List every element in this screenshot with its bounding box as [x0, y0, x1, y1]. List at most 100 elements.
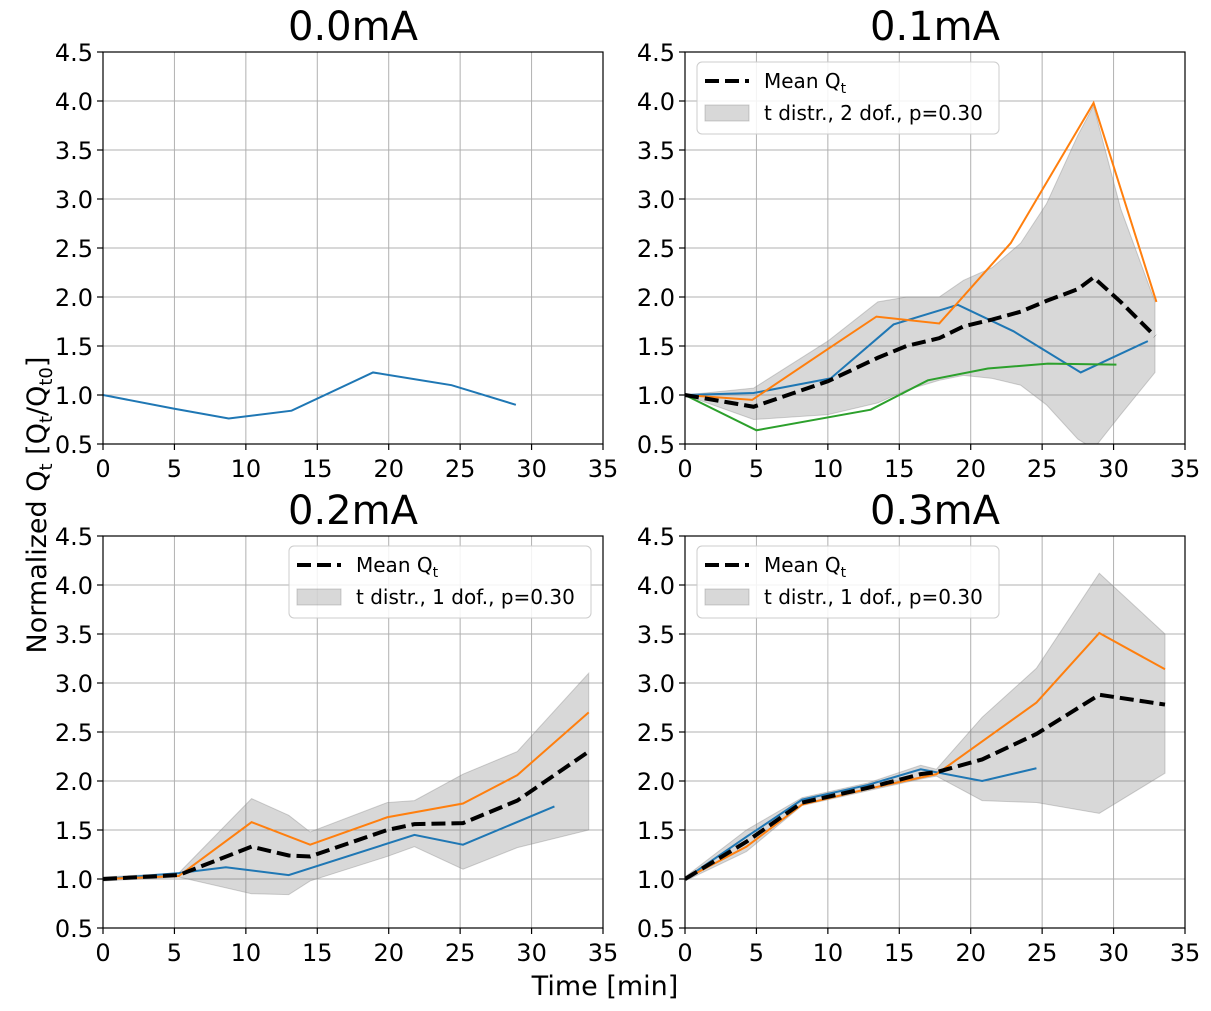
y-tick-label: 4.5 — [637, 523, 675, 551]
series-line-1 — [685, 100, 1158, 401]
legend-mean-label: Mean Qt — [764, 553, 847, 581]
legend: Mean Qt t distr., 2 dof., p=0.30 — [696, 61, 1000, 135]
y-tick-label: 2.5 — [637, 719, 675, 747]
series-line-2 — [685, 362, 1117, 432]
y-tick-label: 2.0 — [55, 284, 93, 312]
x-tick-label: 10 — [231, 939, 262, 967]
legend-mean-label: Mean Qt — [764, 69, 847, 97]
plot-area — [103, 671, 590, 896]
panel-2: 0 5 10 15 20 25 30 35 0.5 1.0 1.5 2.0 2.5 3.0 3.5 4.0 4.… — [55, 488, 618, 967]
x-tick-label: 5 — [167, 455, 182, 483]
x-axis-label: Time [min] — [531, 971, 679, 1002]
x-tick-label: 20 — [955, 455, 986, 483]
legend-box — [696, 545, 1000, 619]
x-tick-label: 30 — [516, 939, 547, 967]
panel-title: 0.3mA — [870, 488, 1001, 534]
y-tick-label: 2.5 — [55, 235, 93, 263]
x-tick-label: 5 — [749, 939, 764, 967]
x-tick-label: 15 — [884, 455, 915, 483]
y-tick-label: 1.0 — [55, 866, 93, 894]
x-tick-label: 0 — [95, 455, 110, 483]
x-tick-label: 30 — [516, 455, 547, 483]
legend-band-label: t distr., 2 dof., p=0.30 — [764, 101, 983, 125]
y-tick-label: 1.0 — [637, 866, 675, 894]
y-tick-label: 3.0 — [637, 186, 675, 214]
y-tick-label: 2.0 — [637, 284, 675, 312]
x-tick-label: 25 — [1027, 939, 1058, 967]
x-tick-label: 5 — [167, 939, 182, 967]
x-tick-label: 25 — [445, 939, 476, 967]
legend-band-swatch — [704, 104, 750, 122]
y-tick-label: 1.0 — [55, 382, 93, 410]
y-tick-label: 4.0 — [637, 88, 675, 116]
y-tick-label: 3.5 — [55, 621, 93, 649]
y-tick-label: 4.0 — [55, 88, 93, 116]
y-tick-label: 1.0 — [637, 382, 675, 410]
y-axis-label: Normalized Qt [Qt/Qt0] — [22, 357, 57, 654]
x-tick-label: 20 — [373, 455, 404, 483]
y-tick-label: 4.5 — [637, 39, 675, 67]
confidence-band — [103, 671, 590, 896]
x-tick-label: 25 — [445, 455, 476, 483]
series-line-0 — [685, 767, 1037, 880]
y-tick-label: 1.5 — [637, 333, 675, 361]
confidence-band — [685, 104, 1156, 444]
legend-band-label: t distr., 1 dof., p=0.30 — [356, 585, 575, 609]
panel-1: 0 5 10 15 20 25 30 35 0.5 1.0 1.5 2.0 2.5 3.0 3.5 4.0 4.… — [637, 4, 1200, 483]
x-tick-label: 30 — [1098, 939, 1129, 967]
x-tick-label: 30 — [1098, 455, 1129, 483]
series-line-1 — [685, 631, 1166, 880]
series-line-0 — [103, 805, 555, 880]
x-tick-label: 15 — [884, 939, 915, 967]
legend: Mean Qt t distr., 1 dof., p=0.30 — [288, 545, 592, 619]
legend-mean-label: Mean Qt — [356, 553, 439, 581]
y-tick-label: 4.0 — [55, 572, 93, 600]
y-tick-label: 2.5 — [637, 235, 675, 263]
x-tick-label: 10 — [813, 939, 844, 967]
legend-band-label: t distr., 1 dof., p=0.30 — [764, 585, 983, 609]
y-tick-label: 3.5 — [55, 137, 93, 165]
series-line-0 — [103, 371, 517, 420]
panel-title: 0.1mA — [870, 4, 1001, 50]
y-tick-label: 3.5 — [637, 621, 675, 649]
x-tick-label: 25 — [1027, 455, 1058, 483]
legend-box — [288, 545, 592, 619]
mean-line — [103, 749, 590, 881]
x-tick-label: 35 — [1170, 939, 1201, 967]
y-tick-label: 1.5 — [637, 817, 675, 845]
plot-area — [685, 572, 1166, 882]
x-tick-label: 35 — [588, 455, 619, 483]
y-tick-label: 3.0 — [55, 670, 93, 698]
x-tick-label: 35 — [588, 939, 619, 967]
plot-area — [103, 371, 517, 420]
legend: Mean Qt t distr., 1 dof., p=0.30 — [696, 545, 1000, 619]
y-tick-label: 3.0 — [637, 670, 675, 698]
y-tick-label: 2.5 — [55, 719, 93, 747]
legend-band-swatch — [296, 588, 342, 606]
y-tick-label: 4.5 — [55, 39, 93, 67]
x-tick-label: 10 — [231, 455, 262, 483]
x-tick-label: 10 — [813, 455, 844, 483]
mean-line — [685, 274, 1157, 409]
x-tick-label: 20 — [955, 939, 986, 967]
x-tick-label: 0 — [95, 939, 110, 967]
y-tick-label: 0.5 — [55, 431, 93, 459]
y-tick-label: 3.5 — [637, 137, 675, 165]
panel-3: 0 5 10 15 20 25 30 35 0.5 1.0 1.5 2.0 2.5 3.0 3.5 4.0 4.… — [637, 488, 1200, 967]
panel-title: 0.2mA — [288, 488, 419, 534]
x-tick-label: 0 — [677, 455, 692, 483]
panel-title: 0.0mA — [288, 4, 419, 50]
y-tick-label: 2.0 — [637, 768, 675, 796]
x-tick-label: 5 — [749, 455, 764, 483]
y-tick-label: 0.5 — [637, 431, 675, 459]
y-tick-label: 3.0 — [55, 186, 93, 214]
y-tick-label: 1.5 — [55, 817, 93, 845]
y-tick-label: 0.5 — [637, 915, 675, 943]
series-line-1 — [103, 711, 590, 880]
legend-box — [696, 61, 1000, 135]
x-tick-label: 20 — [373, 939, 404, 967]
x-tick-label: 15 — [302, 939, 333, 967]
x-tick-label: 15 — [302, 455, 333, 483]
